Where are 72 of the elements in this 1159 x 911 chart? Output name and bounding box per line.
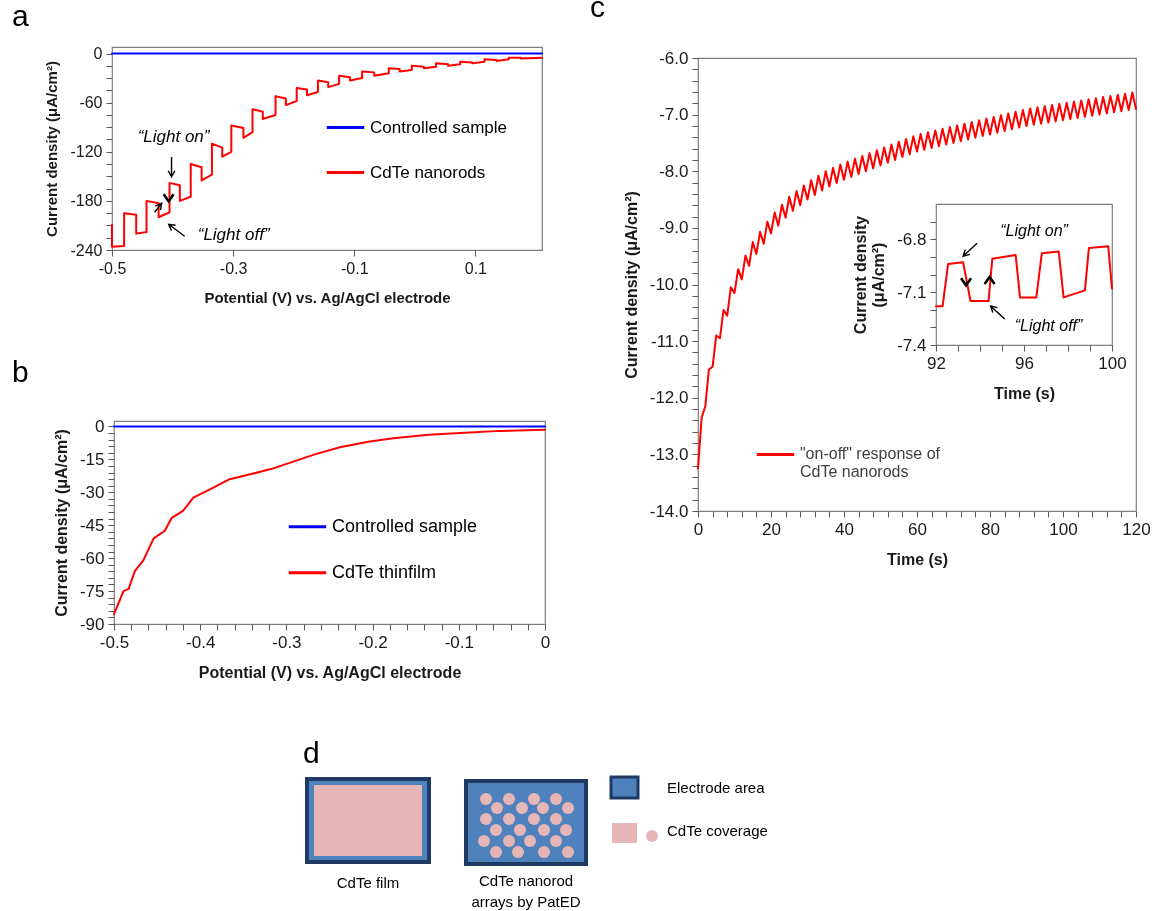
y-tick-label: -6.0 — [659, 48, 689, 68]
x-tick-label: -0.3 — [272, 632, 302, 652]
legend-label: CdTe nanorods — [370, 162, 486, 182]
chart-title: b — [12, 355, 29, 389]
y-tick-label: -9.0 — [659, 218, 689, 238]
legend-label: "on-off" response of CdTe nanorods — [799, 445, 941, 481]
y-axis-title: Current density (μA/cm²) — [622, 191, 640, 379]
annotation: “Light on” — [137, 126, 211, 146]
legend-label: Controlled sample — [370, 117, 508, 137]
line-series — [935, 245, 1113, 308]
x-tick-label: 0.1 — [464, 259, 488, 277]
y-tick-label: -7.0 — [659, 105, 689, 125]
y-axis-title: Current density (μA/cm²) — [852, 215, 888, 335]
x-tick-label: -0.2 — [358, 632, 388, 652]
y-tick-label: -30 — [79, 482, 105, 502]
y-tick-label: -14.0 — [649, 501, 689, 521]
text: CdTe coverage — [667, 820, 768, 841]
y-tick-label: -12.0 — [649, 388, 689, 408]
y-tick-label: -180 — [70, 192, 103, 210]
x-tick-label: 92 — [927, 353, 946, 373]
x-tick-label: 120 — [1122, 519, 1151, 539]
chart-title: a — [12, 0, 29, 32]
x-axis-title: Potential (V) vs. Ag/AgCl electrode — [198, 663, 462, 681]
x-tick-label: 40 — [835, 519, 854, 539]
x-tick-label: -0.1 — [444, 632, 474, 652]
text: CdTe nanorod arrays by PatED — [471, 871, 581, 911]
annotation: “Light on” — [1000, 222, 1069, 240]
y-tick-label: -7.4 — [897, 335, 927, 355]
y-tick-label: -45 — [79, 515, 105, 535]
legend-label: Controlled sample — [332, 515, 478, 536]
annotation: “Light off” — [197, 225, 271, 245]
y-axis-title: Current density (μA/cm²) — [43, 61, 61, 237]
x-tick-label: 20 — [762, 519, 781, 539]
y-tick-label: -90 — [79, 614, 105, 634]
y-tick-label: -6.8 — [897, 229, 927, 249]
chart-title: c — [590, 0, 605, 23]
y-tick-label: -7.1 — [897, 282, 927, 302]
x-tick-label: 100 — [1098, 353, 1127, 373]
y-tick-label: -240 — [70, 241, 103, 259]
y-tick-label: -10.0 — [649, 275, 689, 294]
y-tick-label: -75 — [79, 581, 105, 601]
y-tick-label: 0 — [93, 45, 103, 63]
line-series — [111, 56, 543, 248]
x-axis-title: Time (s) — [993, 384, 1056, 402]
y-tick-label: -11.0 — [651, 331, 689, 351]
x-tick-label: 60 — [908, 519, 927, 539]
x-tick-label: 0 — [693, 519, 704, 539]
y-tick-label: 0 — [95, 416, 105, 436]
y-tick-label: -8.0 — [659, 161, 689, 181]
y-tick-label: -15 — [79, 449, 105, 469]
x-tick-label: -0.5 — [99, 632, 130, 652]
y-tick-label: -60 — [79, 94, 103, 112]
x-axis-title: Potential (V) vs. Ag/AgCl electrode — [204, 288, 451, 306]
annotation: “Light off” — [1014, 316, 1084, 334]
x-axis-title: Time (s) — [886, 550, 949, 568]
x-tick-label: 96 — [1015, 353, 1034, 373]
x-tick-label: -0.4 — [186, 632, 216, 652]
x-tick-label: 80 — [981, 519, 1000, 539]
y-tick-label: -60 — [79, 548, 105, 568]
y-tick-label: -120 — [70, 143, 103, 161]
x-tick-label: -0.1 — [340, 259, 369, 277]
legend-label: CdTe thinfilm — [332, 561, 437, 582]
x-tick-label: -0.3 — [219, 259, 248, 277]
x-tick-label: 100 — [1049, 519, 1078, 539]
line-series — [113, 428, 546, 616]
y-axis-title: Current density (μA/cm²) — [52, 429, 70, 617]
x-tick-label: -0.5 — [98, 259, 127, 277]
text: Electrode area — [667, 777, 765, 798]
y-tick-label: -13.0 — [649, 444, 689, 464]
x-tick-label: 0 — [540, 632, 551, 652]
text: d — [303, 736, 320, 770]
text: CdTe film — [336, 872, 400, 893]
